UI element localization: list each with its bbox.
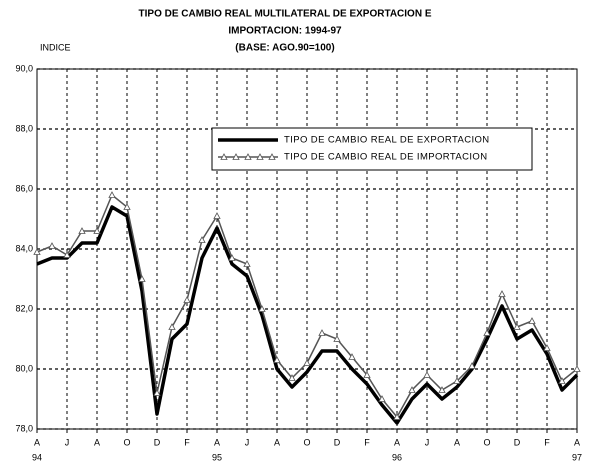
x-tick-label: J [245, 437, 250, 447]
series-marker [123, 203, 131, 210]
series-marker [438, 386, 446, 393]
series-marker [378, 395, 386, 402]
x-tick-label: D [514, 437, 521, 447]
series-marker [423, 371, 431, 378]
series-marker [108, 191, 116, 198]
x-year-label: 95 [212, 452, 222, 462]
series-marker [393, 413, 401, 420]
series-marker [498, 290, 506, 297]
legend-marker [256, 153, 264, 160]
series-marker [468, 362, 476, 369]
series-marker [558, 377, 566, 384]
x-tick-label: A [94, 437, 100, 447]
chart-title: TIPO DE CAMBIO REAL MULTILATERAL DE EXPO… [139, 9, 432, 20]
series-marker [408, 386, 416, 393]
series-marker [273, 356, 281, 363]
x-year-label: 94 [32, 452, 42, 462]
series-marker [63, 251, 71, 258]
series-marker [168, 323, 176, 330]
y-axis-label: INDICE [40, 42, 71, 52]
x-tick-label: A [34, 437, 40, 447]
series-marker [33, 248, 41, 255]
legend-marker [232, 153, 240, 160]
x-tick-label: F [544, 437, 550, 447]
legend-marker [268, 153, 276, 160]
series-marker [528, 317, 536, 324]
x-tick-label: J [65, 437, 70, 447]
legend-label: TIPO DE CAMBIO REAL DE EXPORTACION [284, 135, 490, 146]
series-marker [513, 323, 521, 330]
x-tick-label: O [303, 437, 310, 447]
series-marker [213, 212, 221, 219]
chart-title: (BASE: AGO.90=100) [235, 43, 334, 54]
series-marker [333, 335, 341, 342]
x-year-label: 97 [572, 452, 582, 462]
legend-marker [220, 153, 228, 160]
series-marker [483, 329, 491, 336]
series-marker [138, 275, 146, 282]
series-marker [258, 305, 266, 312]
series-marker [363, 371, 371, 378]
y-tick-label: 82,0 [15, 303, 33, 313]
y-tick-label: 78,0 [15, 423, 33, 433]
x-tick-label: A [274, 437, 280, 447]
y-tick-label: 88,0 [15, 123, 33, 133]
series-marker [48, 242, 56, 249]
series-marker [93, 227, 101, 234]
x-tick-label: O [123, 437, 130, 447]
chart-title: IMPORTACION: 1994-97 [228, 26, 342, 37]
y-tick-label: 84,0 [15, 243, 33, 253]
x-tick-label: J [425, 437, 430, 447]
series-marker [198, 236, 206, 243]
series-marker [228, 254, 236, 261]
legend-box [211, 127, 533, 171]
legend-label: TIPO DE CAMBIO REAL DE IMPORTACION [284, 152, 487, 163]
series-marker [183, 296, 191, 303]
y-tick-label: 80,0 [15, 363, 33, 373]
y-tick-label: 90,0 [15, 63, 33, 73]
series-marker [303, 359, 311, 366]
series-marker [453, 377, 461, 384]
series-marker [348, 353, 356, 360]
series-marker [543, 344, 551, 351]
x-tick-label: F [364, 437, 370, 447]
series-marker [573, 365, 581, 372]
x-tick-label: A [574, 437, 580, 447]
legend-marker [244, 153, 252, 160]
y-tick-label: 86,0 [15, 183, 33, 193]
x-tick-label: D [334, 437, 341, 447]
x-tick-label: A [214, 437, 220, 447]
x-tick-label: F [184, 437, 190, 447]
x-tick-label: A [394, 437, 400, 447]
x-tick-label: O [483, 437, 490, 447]
x-year-label: 96 [392, 452, 402, 462]
series-marker [153, 389, 161, 396]
series-marker [318, 329, 326, 336]
x-tick-label: A [454, 437, 460, 447]
series-marker [288, 374, 296, 381]
series-line [36, 205, 579, 425]
series-marker [243, 260, 251, 267]
series-marker [78, 227, 86, 234]
x-tick-label: D [154, 437, 161, 447]
